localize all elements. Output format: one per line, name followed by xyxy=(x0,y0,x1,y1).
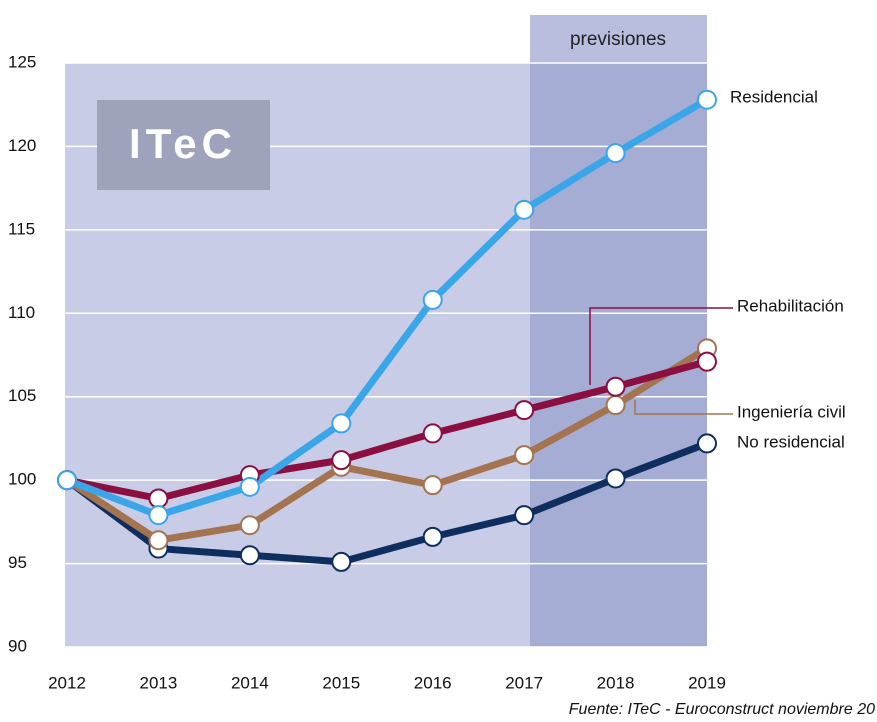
plot xyxy=(57,89,717,572)
x-tick-label: 2015 xyxy=(322,673,360,692)
data-point xyxy=(605,468,626,489)
data-point xyxy=(331,413,352,434)
x-tick-label: 2014 xyxy=(231,673,269,692)
data-point xyxy=(148,488,169,509)
grid xyxy=(65,62,707,648)
y-tick-label: 110 xyxy=(8,303,35,322)
y-tick-label: 100 xyxy=(8,470,36,489)
data-point xyxy=(57,470,77,491)
data-point xyxy=(514,400,535,421)
data-point xyxy=(697,433,717,454)
data-point xyxy=(605,376,626,397)
data-point xyxy=(422,423,443,444)
data-point xyxy=(239,476,260,497)
data-point xyxy=(605,395,626,416)
data-point xyxy=(697,351,717,372)
data-point xyxy=(422,526,443,547)
forecast-label: previsiones xyxy=(570,29,666,50)
x-tick-label: 2013 xyxy=(140,673,178,692)
data-point xyxy=(514,445,535,466)
series-line xyxy=(64,440,709,566)
y-tick-label: 95 xyxy=(8,553,27,572)
series-label: Residencial xyxy=(730,87,818,106)
data-point xyxy=(331,551,352,572)
x-tick-label: 2017 xyxy=(505,673,543,692)
data-point xyxy=(605,143,626,164)
data-point xyxy=(514,199,535,220)
data-point xyxy=(422,475,443,496)
series-line xyxy=(65,96,709,519)
series-line xyxy=(65,345,709,544)
data-point xyxy=(239,515,260,536)
y-tick-label: 90 xyxy=(8,636,27,655)
x-tick-label: 2018 xyxy=(597,673,635,692)
leader-line xyxy=(634,400,733,415)
y-tick-label: 105 xyxy=(8,386,36,405)
logo-box xyxy=(97,100,270,190)
x-tick-label: 2012 xyxy=(48,673,86,692)
series-label: No residencial xyxy=(737,432,845,451)
data-point xyxy=(239,545,260,566)
x-tick-label: 2019 xyxy=(688,673,726,692)
leader-line xyxy=(589,307,733,385)
source: Fuente: ITeC - Euroconstruct noviembre 2… xyxy=(569,701,875,718)
leader-lines xyxy=(589,307,733,415)
x-tick-label: 2016 xyxy=(414,673,452,692)
series-line xyxy=(66,358,708,502)
y-tick-label: 115 xyxy=(8,219,35,238)
series-label: Ingeniería civil xyxy=(737,402,846,421)
data-point xyxy=(422,289,443,310)
data-point xyxy=(148,505,169,526)
data-point xyxy=(514,505,535,526)
data-point xyxy=(331,450,352,471)
data-point xyxy=(697,89,717,110)
series-label: Rehabilitación xyxy=(737,296,844,315)
data-point xyxy=(148,530,169,551)
logo-text: ITeC xyxy=(129,120,237,167)
y-tick-label: 120 xyxy=(8,136,36,155)
forecast-header xyxy=(530,15,707,63)
y-tick-label: 125 xyxy=(8,52,36,71)
